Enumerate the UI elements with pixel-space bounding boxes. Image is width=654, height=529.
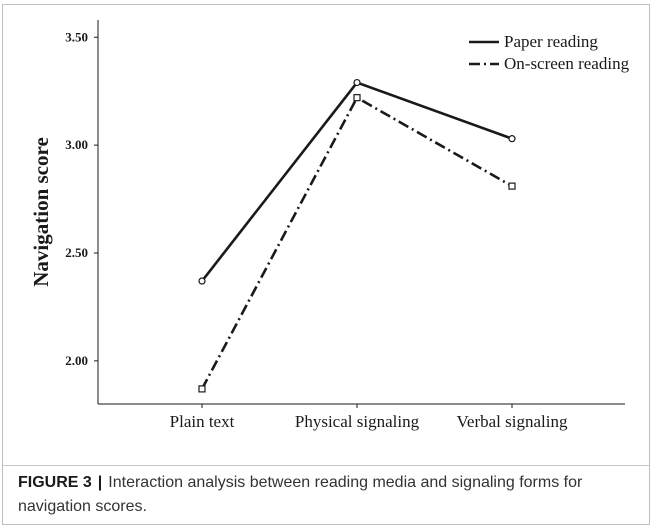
data-point-circle: [508, 135, 516, 143]
figure-label: FIGURE 3: [18, 474, 92, 491]
x-tick-labels: Plain text Physical signaling Verbal signa…: [170, 404, 568, 431]
x-tick-label: Physical signaling: [295, 412, 420, 431]
y-ticks: 2.00 2.50 3.00 3.50: [65, 29, 98, 368]
caption-text: Interaction analysis between reading med…: [18, 474, 583, 515]
series-line-1: [200, 81, 513, 282]
data-point-square: [508, 182, 516, 190]
figure-frame: [2, 4, 650, 525]
x-tick-label: Verbal signaling: [457, 412, 568, 431]
figure-caption: FIGURE 3 | Interaction analysis between re…: [18, 471, 638, 519]
y-axis-title: Navigation score: [29, 137, 53, 287]
data-point-circle: [198, 277, 206, 285]
chart-axes: [97, 20, 625, 405]
series-line-2: [200, 96, 513, 390]
series-lines: [200, 81, 513, 390]
y-tick-label: 2.00: [65, 353, 88, 368]
series-markers: [198, 78, 516, 393]
data-point-circle: [353, 78, 361, 87]
y-tick-label: 3.50: [65, 29, 88, 44]
data-point-square: [353, 94, 361, 102]
y-tick-label: 3.00: [65, 137, 88, 152]
legend: Paper reading On-screen reading: [469, 32, 630, 73]
line-chart: 2.00 2.50 3.00 3.50 Plain text Physical sign…: [29, 20, 630, 431]
x-tick-label: Plain text: [170, 412, 235, 431]
y-tick-label: 2.50: [65, 245, 88, 260]
legend-label-1: Paper reading: [504, 32, 598, 51]
legend-label-2: On-screen reading: [504, 54, 630, 73]
caption-separator: |: [97, 474, 103, 491]
caption-divider: [3, 465, 649, 466]
data-point-square: [198, 385, 206, 393]
